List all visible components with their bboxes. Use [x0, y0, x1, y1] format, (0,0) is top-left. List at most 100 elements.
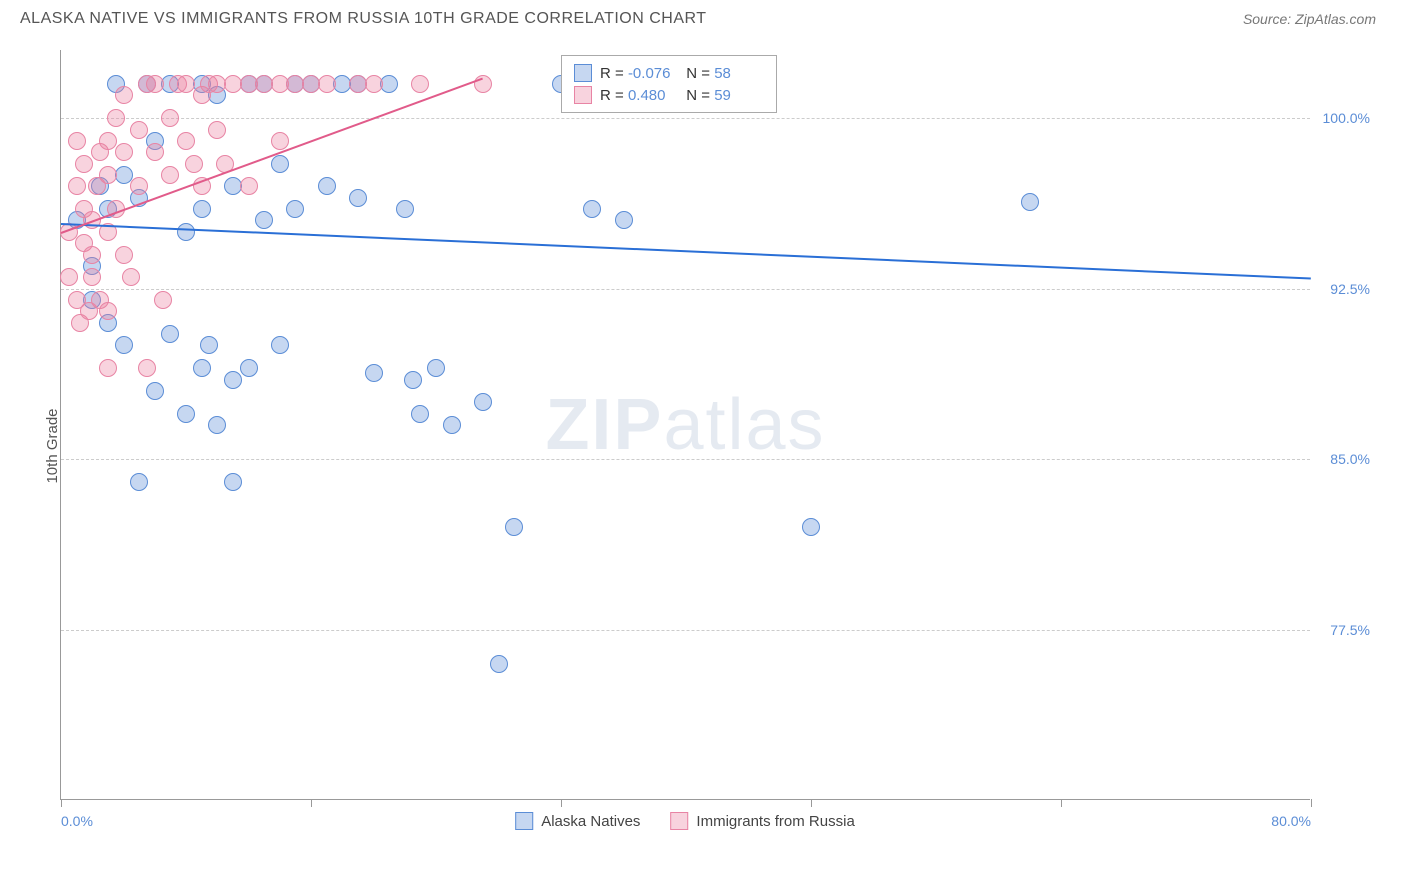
x-tick	[1061, 799, 1062, 807]
gridline-horizontal	[61, 459, 1310, 460]
scatter-point	[138, 359, 156, 377]
legend-label: Immigrants from Russia	[696, 813, 854, 830]
y-tick-label: 77.5%	[1330, 622, 1370, 638]
scatter-point	[349, 189, 367, 207]
watermark: ZIPatlas	[545, 384, 825, 466]
scatter-point	[83, 246, 101, 264]
stats-row: R = -0.076 N = 58	[574, 62, 764, 84]
scatter-point	[130, 473, 148, 491]
x-tick	[811, 799, 812, 807]
scatter-point	[404, 371, 422, 389]
y-tick-label: 100.0%	[1323, 110, 1370, 126]
scatter-point	[240, 359, 258, 377]
stats-text: R = 0.480 N = 59	[600, 87, 764, 104]
scatter-point	[154, 291, 172, 309]
scatter-point	[490, 655, 508, 673]
scatter-point	[146, 75, 164, 93]
scatter-point	[271, 132, 289, 150]
scatter-point	[68, 132, 86, 150]
x-tick	[61, 799, 62, 807]
scatter-point	[161, 109, 179, 127]
gridline-horizontal	[61, 289, 1310, 290]
scatter-point	[60, 268, 78, 286]
scatter-point	[177, 405, 195, 423]
scatter-point	[240, 177, 258, 195]
scatter-point	[115, 166, 133, 184]
scatter-point	[99, 166, 117, 184]
scatter-point	[115, 86, 133, 104]
scatter-point	[1021, 193, 1039, 211]
scatter-point	[99, 302, 117, 320]
stats-swatch	[574, 64, 592, 82]
scatter-point	[130, 177, 148, 195]
scatter-point	[177, 223, 195, 241]
scatter-point	[75, 155, 93, 173]
scatter-point	[107, 109, 125, 127]
x-tick-label: 0.0%	[61, 813, 93, 829]
y-axis-label: 10th Grade	[44, 408, 61, 483]
scatter-point	[380, 75, 398, 93]
scatter-point	[411, 405, 429, 423]
legend-item: Immigrants from Russia	[670, 812, 854, 830]
scatter-point	[271, 336, 289, 354]
scatter-point	[443, 416, 461, 434]
scatter-point	[99, 132, 117, 150]
source-attribution: Source: ZipAtlas.com	[1243, 11, 1376, 27]
scatter-point	[177, 75, 195, 93]
stats-row: R = 0.480 N = 59	[574, 84, 764, 106]
scatter-point	[411, 75, 429, 93]
trend-line	[61, 223, 1311, 280]
scatter-point	[802, 518, 820, 536]
scatter-point	[200, 336, 218, 354]
gridline-horizontal	[61, 630, 1310, 631]
scatter-point	[318, 75, 336, 93]
scatter-point	[146, 143, 164, 161]
gridline-horizontal	[61, 118, 1310, 119]
scatter-point	[83, 268, 101, 286]
x-tick	[561, 799, 562, 807]
scatter-point	[130, 121, 148, 139]
scatter-point	[185, 155, 203, 173]
scatter-point	[505, 518, 523, 536]
y-tick-label: 92.5%	[1330, 281, 1370, 297]
legend-label: Alaska Natives	[541, 813, 640, 830]
scatter-point	[365, 364, 383, 382]
scatter-point	[122, 268, 140, 286]
scatter-point	[583, 200, 601, 218]
x-tick	[311, 799, 312, 807]
scatter-point	[193, 359, 211, 377]
stats-box: R = -0.076 N = 58 R = 0.480 N = 59	[561, 55, 777, 113]
y-tick-label: 85.0%	[1330, 451, 1370, 467]
legend-swatch	[515, 812, 533, 830]
legend-item: Alaska Natives	[515, 812, 640, 830]
x-tick	[1311, 799, 1312, 807]
legend-swatch	[670, 812, 688, 830]
scatter-point	[115, 143, 133, 161]
x-tick-label: 80.0%	[1271, 813, 1311, 829]
scatter-point	[99, 359, 117, 377]
scatter-point	[208, 121, 226, 139]
stats-swatch	[574, 86, 592, 104]
scatter-point	[474, 393, 492, 411]
chart-title: ALASKA NATIVE VS IMMIGRANTS FROM RUSSIA …	[20, 10, 707, 28]
scatter-point	[115, 246, 133, 264]
scatter-point	[115, 336, 133, 354]
scatter-point	[224, 473, 242, 491]
scatter-point	[68, 177, 86, 195]
scatter-point	[177, 132, 195, 150]
scatter-point	[255, 211, 273, 229]
scatter-point	[318, 177, 336, 195]
scatter-point	[161, 166, 179, 184]
legend: Alaska Natives Immigrants from Russia	[515, 812, 855, 830]
scatter-point	[427, 359, 445, 377]
stats-text: R = -0.076 N = 58	[600, 65, 764, 82]
scatter-point	[193, 200, 211, 218]
scatter-point	[224, 371, 242, 389]
scatter-point	[208, 416, 226, 434]
scatter-point	[161, 325, 179, 343]
scatter-point	[286, 200, 304, 218]
scatter-point	[271, 155, 289, 173]
scatter-point	[365, 75, 383, 93]
scatter-point	[146, 382, 164, 400]
scatter-point	[396, 200, 414, 218]
